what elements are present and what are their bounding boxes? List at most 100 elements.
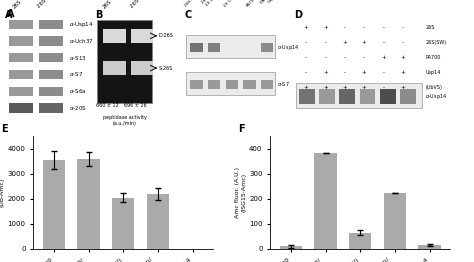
Bar	[349, 233, 372, 249]
FancyBboxPatch shape	[208, 43, 220, 52]
Text: 696 ± 26: 696 ± 26	[125, 103, 147, 108]
Text: $\alpha$-Usp14: $\alpha$-Usp14	[425, 92, 447, 101]
Text: $\alpha$-Usp14: $\alpha$-Usp14	[69, 20, 93, 29]
Text: (a.u./min): (a.u./min)	[113, 121, 137, 125]
Text: +: +	[304, 85, 309, 90]
Text: A: A	[5, 10, 12, 20]
FancyBboxPatch shape	[97, 20, 152, 103]
FancyBboxPatch shape	[243, 80, 256, 89]
Text: A: A	[7, 9, 15, 19]
FancyBboxPatch shape	[339, 89, 355, 104]
FancyBboxPatch shape	[190, 43, 202, 52]
Text: 2X Usp14: 2X Usp14	[223, 0, 240, 8]
Text: E: E	[1, 124, 8, 134]
FancyBboxPatch shape	[261, 80, 273, 89]
Text: 26S (SW): 26S (SW)	[129, 0, 151, 9]
Y-axis label: Amc fluor. (A.U.)
(ISG15-Amc): Amc fluor. (A.U.) (ISG15-Amc)	[236, 167, 246, 218]
Bar	[418, 245, 441, 249]
Text: -: -	[305, 40, 307, 45]
Text: 26S: 26S	[425, 25, 435, 30]
Text: +: +	[323, 25, 328, 30]
Text: -: -	[363, 25, 365, 30]
Text: -: -	[305, 55, 307, 60]
Bar	[314, 152, 337, 249]
Text: $\alpha$-S13: $\alpha$-S13	[69, 54, 86, 62]
Text: -: -	[344, 70, 346, 75]
FancyBboxPatch shape	[360, 89, 375, 104]
Text: $\alpha$-S7: $\alpha$-S7	[277, 80, 289, 88]
FancyBboxPatch shape	[9, 36, 33, 46]
FancyBboxPatch shape	[299, 89, 315, 104]
FancyBboxPatch shape	[190, 80, 202, 89]
FancyBboxPatch shape	[400, 89, 416, 104]
Text: (UbVS): (UbVS)	[425, 85, 442, 90]
Text: Usp14: Usp14	[425, 70, 441, 75]
FancyBboxPatch shape	[103, 61, 126, 75]
FancyBboxPatch shape	[9, 53, 33, 62]
Text: -: -	[363, 55, 365, 60]
FancyBboxPatch shape	[131, 29, 153, 43]
FancyBboxPatch shape	[39, 36, 63, 46]
Text: 26S: 26S	[102, 0, 113, 9]
Text: +: +	[323, 85, 328, 90]
Text: +: +	[304, 25, 309, 30]
Text: F: F	[238, 124, 245, 134]
FancyBboxPatch shape	[39, 53, 63, 62]
Text: 26S: 26S	[12, 0, 23, 9]
Text: D: D	[294, 10, 302, 20]
Text: 26S (SW) +
2X Usp14: 26S (SW) + 2X Usp14	[201, 0, 223, 8]
Text: $\alpha$-Uch37: $\alpha$-Uch37	[69, 37, 93, 45]
Text: -: -	[344, 55, 346, 60]
Text: -: -	[383, 70, 384, 75]
Text: +: +	[400, 85, 405, 90]
Text: -: -	[383, 85, 384, 90]
Text: 26S (SW): 26S (SW)	[184, 0, 201, 8]
Text: 26S (SW): 26S (SW)	[36, 0, 58, 9]
Text: +: +	[362, 70, 366, 75]
Text: $\alpha$-S6a: $\alpha$-S6a	[69, 87, 86, 95]
Text: -: -	[383, 40, 384, 45]
Y-axis label: Amc fluor. (A.U.)
(Ub-Amc): Amc fluor. (A.U.) (Ub-Amc)	[0, 167, 5, 218]
FancyBboxPatch shape	[9, 20, 33, 29]
Text: D-26S: D-26S	[159, 33, 173, 38]
FancyBboxPatch shape	[186, 72, 274, 95]
Bar	[383, 193, 406, 249]
Text: $\alpha$-20S: $\alpha$-20S	[69, 104, 87, 112]
Text: +: +	[342, 85, 347, 90]
FancyBboxPatch shape	[261, 43, 273, 52]
Text: -: -	[344, 25, 346, 30]
Text: -: -	[383, 25, 384, 30]
FancyBboxPatch shape	[296, 83, 422, 108]
Text: +: +	[323, 70, 328, 75]
Text: PA700 + 2X
Usp14: PA700 + 2X Usp14	[260, 0, 283, 8]
Text: -: -	[324, 55, 327, 60]
FancyBboxPatch shape	[9, 86, 33, 96]
Text: +: +	[381, 55, 386, 60]
FancyBboxPatch shape	[9, 70, 33, 79]
Text: 26S(SW): 26S(SW)	[425, 40, 447, 45]
Text: -: -	[401, 25, 404, 30]
FancyBboxPatch shape	[319, 89, 335, 104]
Text: 660 ± 12: 660 ± 12	[96, 103, 119, 108]
Text: B: B	[95, 10, 102, 20]
Text: S-26S: S-26S	[159, 66, 173, 71]
Text: -: -	[305, 70, 307, 75]
FancyBboxPatch shape	[39, 20, 63, 29]
FancyBboxPatch shape	[9, 103, 33, 112]
Text: peptidase activity: peptidase activity	[103, 115, 146, 120]
FancyBboxPatch shape	[131, 61, 153, 75]
Text: $\alpha$-S7: $\alpha$-S7	[69, 70, 83, 78]
FancyBboxPatch shape	[39, 86, 63, 96]
Text: +: +	[400, 55, 405, 60]
Bar	[112, 198, 135, 249]
FancyBboxPatch shape	[39, 103, 63, 112]
Text: PA700: PA700	[425, 55, 441, 60]
Bar	[77, 159, 100, 249]
Text: +: +	[342, 40, 347, 45]
Text: -: -	[324, 40, 327, 45]
Text: +: +	[362, 85, 366, 90]
Text: $\alpha$-Usp14: $\alpha$-Usp14	[277, 43, 299, 52]
FancyBboxPatch shape	[39, 70, 63, 79]
Bar	[146, 194, 169, 249]
Text: -: -	[401, 40, 404, 45]
